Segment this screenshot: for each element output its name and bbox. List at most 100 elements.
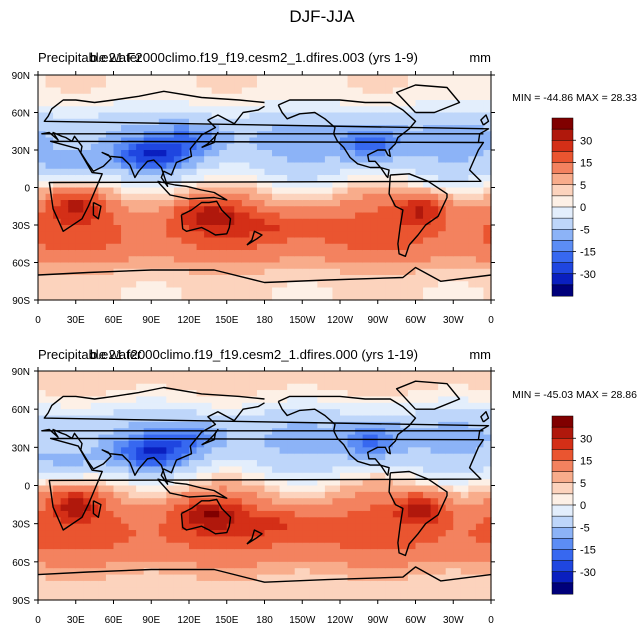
field-cell	[302, 100, 311, 107]
field-cell	[475, 93, 485, 101]
field-cell	[468, 231, 477, 239]
field-cell	[370, 200, 379, 207]
field-cell	[196, 504, 205, 512]
field-cell	[98, 131, 107, 139]
field-cell	[400, 168, 409, 176]
field-cell	[53, 200, 62, 207]
field-cell	[226, 293, 235, 301]
field-cell	[475, 498, 485, 506]
field-cell	[196, 447, 205, 455]
field-cell	[98, 218, 107, 226]
field-cell	[430, 530, 439, 537]
field-cell	[136, 162, 145, 170]
field-cell	[317, 293, 326, 301]
field-cell	[385, 237, 394, 245]
field-cell	[249, 156, 258, 164]
field-cell	[219, 243, 228, 251]
field-cell	[385, 409, 394, 417]
field-cell	[113, 250, 122, 257]
field-cell	[347, 137, 356, 145]
field-cell	[105, 491, 115, 499]
field-cell	[234, 428, 243, 436]
field-cell	[400, 491, 409, 499]
field-cell	[279, 580, 288, 588]
field-cell	[445, 218, 454, 226]
field-cell	[392, 200, 401, 207]
field-cell	[90, 587, 99, 595]
field-cell	[332, 181, 341, 189]
field-cell	[75, 530, 84, 537]
field-cell	[83, 491, 92, 499]
field-cell	[68, 187, 77, 195]
field-cell	[415, 510, 424, 518]
field-cell	[468, 143, 477, 151]
field-cell	[438, 181, 447, 189]
field-cell	[75, 504, 84, 512]
field-cell	[407, 472, 417, 480]
field-cell	[370, 87, 379, 95]
field-cell	[355, 193, 364, 201]
field-cell	[143, 206, 152, 214]
field-cell	[264, 523, 273, 531]
field-cell	[385, 256, 394, 264]
field-cell	[158, 268, 167, 276]
field-cell	[83, 549, 92, 557]
field-cell	[294, 293, 303, 301]
field-cell	[385, 287, 394, 295]
field-cell	[45, 137, 54, 145]
field-cell	[324, 268, 334, 276]
field-cell	[249, 150, 258, 157]
field-cell	[423, 415, 432, 423]
field-cell	[400, 112, 409, 120]
field-cell	[400, 243, 409, 251]
field-cell	[53, 81, 62, 89]
field-cell	[128, 440, 137, 448]
field-cell	[453, 390, 462, 398]
field-cell	[234, 225, 243, 232]
field-cell	[385, 118, 394, 126]
field-cell	[430, 100, 439, 107]
field-cell	[83, 168, 92, 176]
field-cell	[475, 377, 485, 385]
field-cell	[158, 106, 167, 114]
field-cell	[151, 587, 160, 595]
field-cell	[68, 402, 77, 410]
field-cell	[445, 168, 454, 176]
field-cell	[483, 434, 492, 442]
field-cell	[249, 93, 258, 101]
field-cell	[196, 561, 205, 569]
field-cell	[166, 125, 175, 132]
field-cell	[151, 574, 160, 582]
field-cell	[143, 396, 152, 404]
field-cell	[468, 504, 477, 512]
field-cell	[121, 281, 130, 289]
field-cell	[264, 402, 273, 410]
field-cell	[332, 580, 341, 588]
field-cell	[113, 587, 122, 595]
field-cell	[264, 472, 273, 480]
field-cell	[324, 523, 334, 531]
field-cell	[407, 131, 417, 139]
field-cell	[98, 498, 107, 506]
field-cell	[468, 281, 477, 289]
field-cell	[68, 377, 77, 385]
field-cell	[332, 150, 341, 157]
field-cell	[460, 549, 469, 557]
field-cell	[400, 593, 409, 601]
field-cell	[438, 555, 447, 563]
field-cell	[136, 281, 145, 289]
field-cell	[302, 434, 311, 442]
field-cell	[158, 568, 167, 576]
field-cell	[453, 112, 462, 120]
field-cell	[347, 162, 356, 170]
field-cell	[362, 212, 371, 220]
field-cell	[423, 118, 432, 126]
colorbar-label: 15	[580, 456, 592, 468]
field-cell	[340, 485, 349, 493]
field-cell	[279, 268, 288, 276]
field-cell	[294, 93, 303, 101]
field-cell	[475, 168, 485, 176]
field-cell	[38, 243, 47, 251]
field-cell	[445, 510, 454, 518]
field-cell	[105, 536, 115, 544]
